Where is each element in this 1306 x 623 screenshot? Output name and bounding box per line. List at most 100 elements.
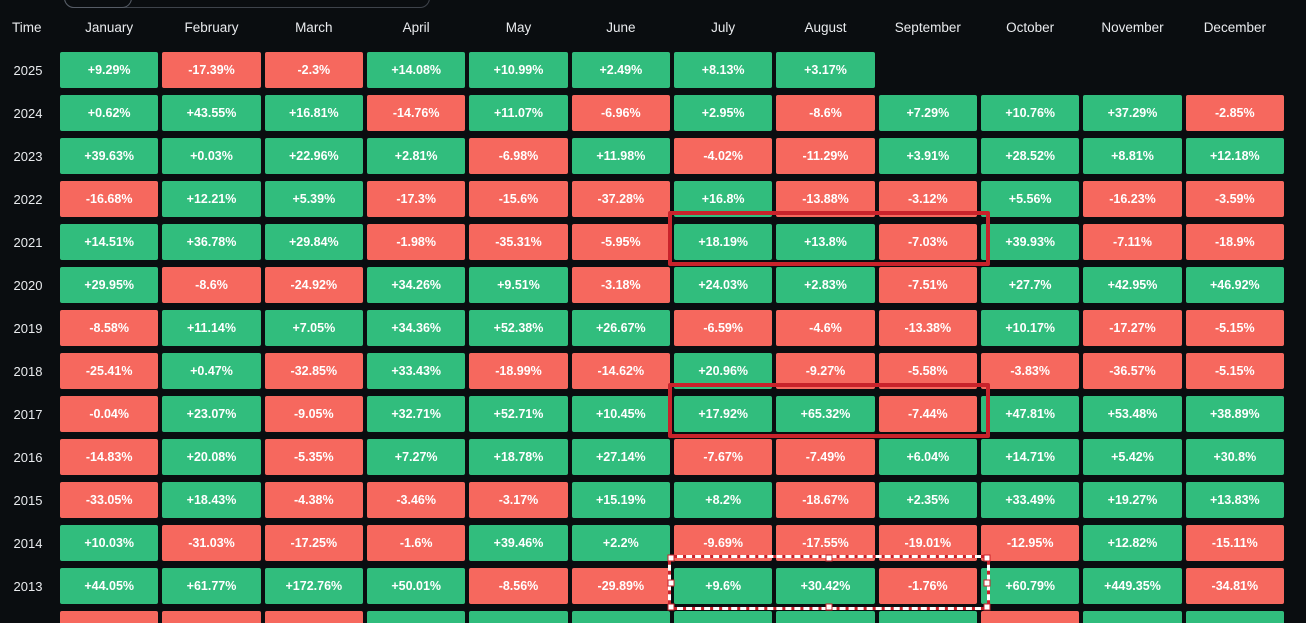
return-cell: +14.51% [60, 224, 159, 260]
return-cell: -14.62% [571, 353, 670, 389]
return-cell: +16.81% [264, 95, 363, 131]
return-cell: -17.3% [367, 181, 466, 217]
return-cell: -18.99% [469, 353, 568, 389]
return-cell: +172.76% [264, 568, 363, 604]
return-cell: -4.6% [776, 310, 875, 346]
return-cell: -5.35% [264, 439, 363, 475]
return-cell: -7.67% [674, 439, 773, 475]
annotation-resize-handle[interactable] [983, 603, 991, 611]
return-cell: +5.42% [1083, 439, 1182, 475]
return-cell: -8.58% [60, 310, 159, 346]
return-cell: +10.76% [981, 95, 1080, 131]
return-cell: -35.31% [469, 224, 568, 260]
return-cell: +65.32% [776, 396, 875, 432]
return-cell: +52.71% [469, 396, 568, 432]
return-cell: +38.89% [1185, 396, 1284, 432]
return-cell: +26.67% [571, 310, 670, 346]
column-header-august: August [804, 19, 847, 35]
column-header-december: December [1203, 19, 1266, 35]
return-cell: +44.05% [60, 568, 159, 604]
return-cell: +36.78% [162, 224, 261, 260]
return-cell: +9.51% [469, 267, 568, 303]
return-cell: -15.6% [469, 181, 568, 217]
return-cell: +0.03% [162, 138, 261, 174]
return-cell: +29.84% [264, 224, 363, 260]
return-cell: +7.29% [878, 95, 977, 131]
column-header-november: November [1101, 19, 1164, 35]
return-cell: +3.91% [878, 138, 977, 174]
return-cell [878, 611, 977, 623]
return-cell: -7.49% [776, 439, 875, 475]
return-cell: -7.03% [878, 224, 977, 260]
return-cell: +3.17% [776, 52, 875, 88]
return-cell: -24.92% [264, 267, 363, 303]
return-cell [571, 611, 670, 623]
return-cell: +39.63% [60, 138, 159, 174]
annotation-resize-handle[interactable] [983, 579, 991, 586]
annotation-resize-handle[interactable] [667, 603, 675, 611]
return-cell: -5.95% [571, 224, 670, 260]
return-cell: -1.76% [878, 568, 977, 604]
column-header-january: January [85, 19, 134, 35]
return-cell: -11.29% [776, 138, 875, 174]
return-cell: +7.27% [367, 439, 466, 475]
return-cell [1083, 611, 1182, 623]
return-cell: -1.98% [367, 224, 466, 260]
return-cell: +43.55% [162, 95, 261, 131]
annotation-box-2017[interactable] [668, 383, 990, 438]
return-cell: -18.9% [1185, 224, 1284, 260]
annotation-resize-handle[interactable] [825, 554, 833, 562]
return-cell: +34.36% [367, 310, 466, 346]
return-cell: -8.56% [469, 568, 568, 604]
column-header-july: July [711, 19, 736, 35]
return-cell: +8.13% [674, 52, 773, 88]
return-cell: +0.62% [60, 95, 159, 131]
row-year-2018: 2018 [13, 363, 43, 379]
return-cell: +60.79% [981, 568, 1080, 604]
row-year-2017: 2017 [13, 406, 43, 422]
return-cell [674, 611, 773, 623]
return-cell: -3.83% [981, 353, 1080, 389]
annotation-resize-handle[interactable] [825, 603, 833, 611]
return-cell: -7.44% [878, 396, 977, 432]
return-cell: -7.11% [1083, 224, 1182, 260]
return-cell: +5.39% [264, 181, 363, 217]
return-cell: -17.39% [162, 52, 261, 88]
return-cell: +2.2% [571, 525, 670, 561]
return-cell: +28.52% [981, 138, 1080, 174]
return-cell [264, 611, 363, 623]
return-cell: -3.17% [469, 482, 568, 518]
return-cell: +20.08% [162, 439, 261, 475]
column-header-march: March [295, 19, 333, 35]
annotation-box-2013[interactable] [667, 554, 991, 611]
return-cell: -15.11% [1185, 525, 1284, 561]
row-year-2021: 2021 [13, 234, 43, 250]
annotation-resize-handle[interactable] [983, 554, 991, 562]
return-cell: -25.41% [60, 353, 159, 389]
column-header-september: September [894, 19, 961, 35]
return-cell: -3.59% [1185, 181, 1284, 217]
annotation-resize-handle[interactable] [667, 579, 675, 586]
column-header-february: February [184, 19, 239, 35]
return-cell: +32.71% [367, 396, 466, 432]
return-cell: -8.6% [162, 267, 261, 303]
return-cell: +46.92% [1185, 267, 1284, 303]
clipped-tab-first-segment[interactable] [64, 0, 132, 8]
return-cell: +53.48% [1083, 396, 1182, 432]
annotation-resize-handle[interactable] [667, 554, 675, 562]
return-cell: +11.07% [469, 95, 568, 131]
return-cell: +10.03% [60, 525, 159, 561]
annotation-box-2021[interactable] [668, 211, 990, 266]
return-cell: +11.14% [162, 310, 261, 346]
return-cell: -6.96% [571, 95, 670, 131]
return-cell: -4.02% [674, 138, 773, 174]
return-cell: +29.95% [60, 267, 159, 303]
return-cell: +14.71% [981, 439, 1080, 475]
return-cell: +18.43% [162, 482, 261, 518]
column-header-june: June [606, 19, 636, 35]
return-cell: +13.83% [1185, 482, 1284, 518]
return-cell: -8.6% [776, 95, 875, 131]
return-cell: -18.67% [776, 482, 875, 518]
